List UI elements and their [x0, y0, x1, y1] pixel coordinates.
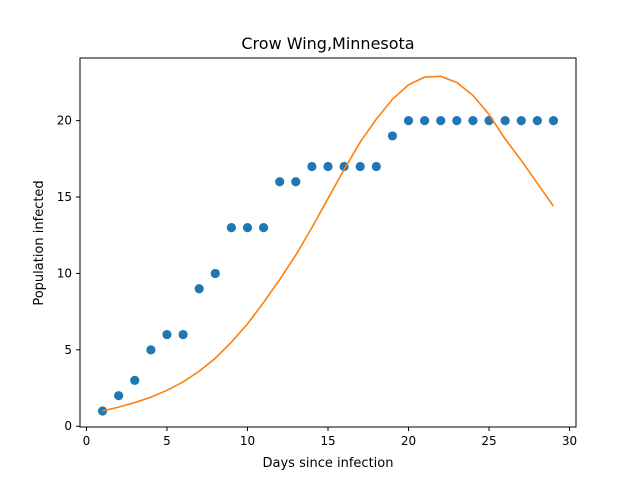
data-point — [500, 116, 510, 126]
data-point — [436, 116, 446, 126]
x-tick-label: 25 — [481, 434, 496, 448]
data-point — [355, 161, 365, 172]
data-point — [178, 329, 188, 340]
data-point — [162, 329, 172, 340]
data-point — [194, 284, 204, 294]
data-point — [452, 116, 462, 126]
data-point — [371, 161, 381, 172]
data-point — [516, 116, 526, 126]
data-point — [307, 161, 317, 172]
y-axis-label: Population infected — [32, 180, 47, 305]
x-tick-label: 0 — [83, 434, 91, 448]
data-point — [323, 161, 333, 172]
data-point — [291, 177, 301, 187]
axes: 0 5 10 15 20 25 30 0 5 10 15 20 — [57, 57, 577, 448]
data-point — [387, 131, 398, 141]
data-point — [242, 223, 253, 233]
x-tick-label: 20 — [401, 434, 416, 448]
x-tick-label: 30 — [562, 434, 577, 448]
data-point — [210, 268, 220, 279]
data-point — [420, 116, 430, 126]
data-point — [226, 223, 236, 233]
data-point — [548, 116, 559, 126]
x-tick-label: 10 — [240, 434, 255, 448]
data-point — [468, 116, 478, 126]
x-axis-label: Days since infection — [263, 456, 394, 471]
x-tick-label: 5 — [163, 434, 171, 448]
fit-line — [102, 75, 555, 412]
data-point — [258, 223, 269, 233]
chart-title: Crow Wing,Minnesota — [241, 34, 414, 53]
y-tick-label: 20 — [57, 114, 72, 128]
plot-area — [97, 75, 559, 416]
data-point — [403, 116, 414, 126]
y-tick-label: 0 — [64, 419, 72, 433]
data-point — [532, 116, 542, 126]
y-tick-label: 5 — [64, 343, 72, 357]
x-tick-label: 15 — [320, 434, 335, 448]
data-point — [146, 345, 156, 355]
data-point — [114, 391, 124, 401]
y-tick-label: 15 — [57, 190, 72, 204]
data-point — [275, 177, 285, 187]
data-point — [130, 375, 140, 385]
y-tick-label: 10 — [57, 266, 72, 280]
